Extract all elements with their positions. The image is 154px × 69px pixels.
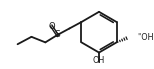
Text: S: S [55, 30, 60, 39]
Text: OH: OH [93, 56, 105, 65]
Text: O: O [49, 22, 55, 31]
Text: ''OH: ''OH [137, 33, 153, 42]
